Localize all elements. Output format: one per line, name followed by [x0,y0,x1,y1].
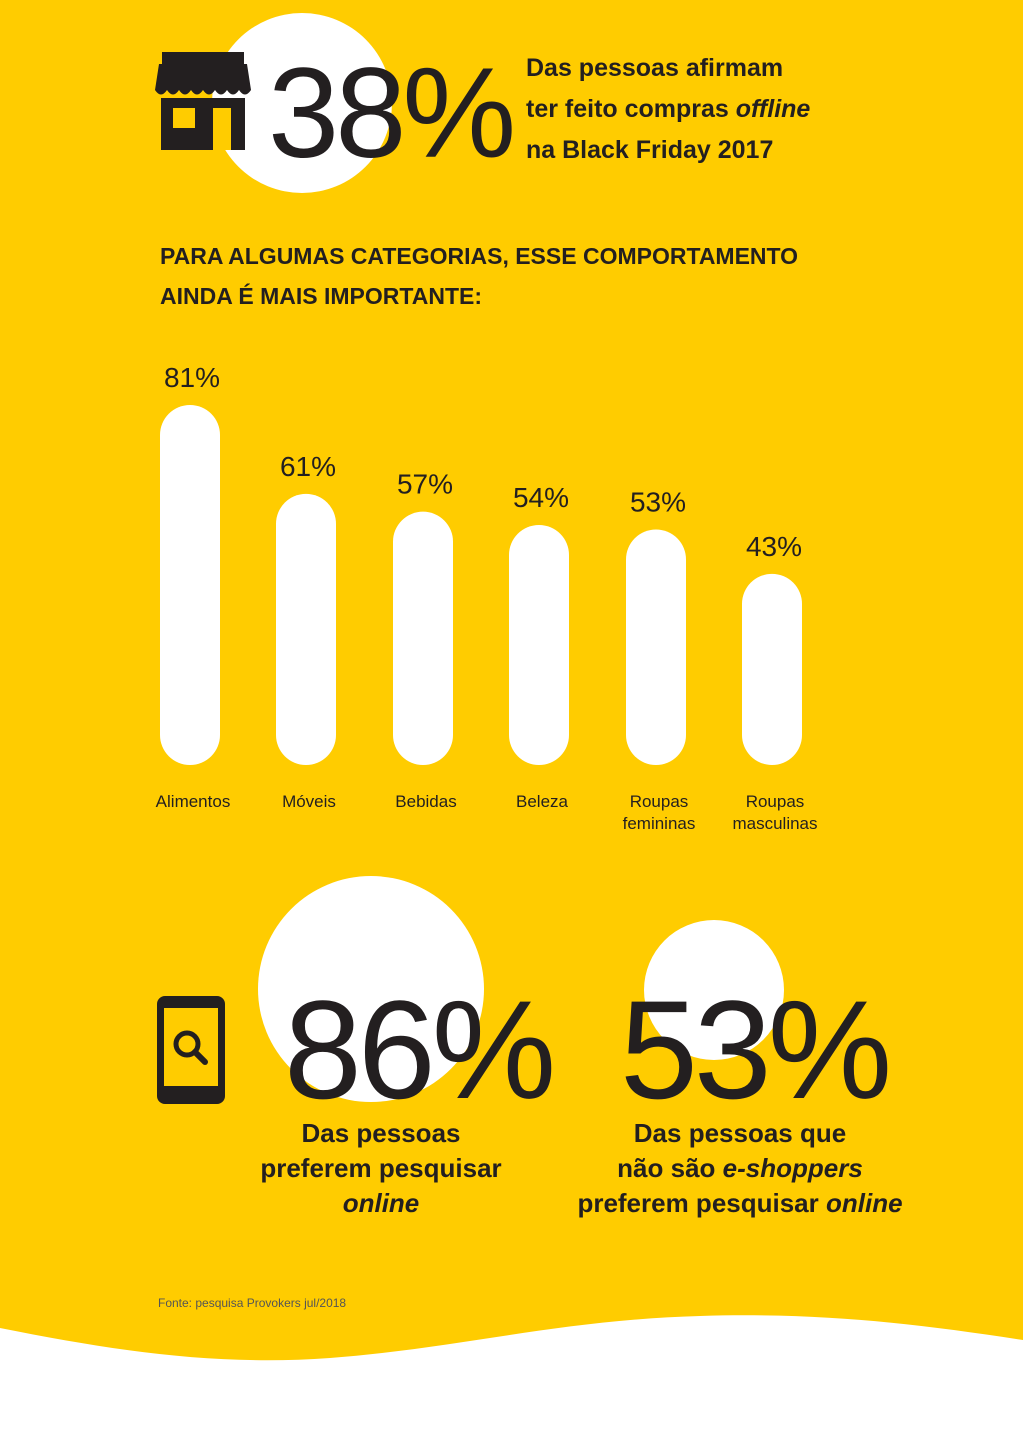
left-stat-segment: Das pessoas [301,1118,461,1148]
left-stat-line-3: online [240,1186,522,1221]
section-heading: PARA ALGUMAS CATEGORIAS, ESSE COMPORTAME… [160,236,860,316]
right-stat-segment: e-shoppers [722,1153,863,1183]
phone-search-icon [157,996,225,1104]
category-label-4-1: femininas [623,814,696,833]
top-stat-line-2: ter feito compras offline [526,89,810,130]
top-stat-segment: na Black Friday 2017 [526,136,774,164]
value-label-5: 43% [746,531,802,562]
top-stat-description: Das pessoas afirmam ter feito compras off… [526,48,810,171]
bar-4 [626,529,686,765]
top-stat-value: 38% [268,42,516,185]
bar-2 [393,511,453,765]
right-stat-segment: preferem pesquisar [577,1188,826,1218]
left-stat-line-1: Das pessoas [240,1116,522,1151]
storefront-icon [155,52,251,150]
heading-line-2: AINDA É MAIS IMPORTANTE: [160,283,482,309]
category-label-1-0: Móveis [282,792,336,811]
bar-3 [509,525,569,765]
bar-5 [742,573,802,765]
top-stat-segment: offline [735,95,811,123]
value-label-0: 81% [164,362,220,393]
bar-1 [276,493,336,765]
right-stat-line-1: Das pessoas que [560,1116,920,1151]
right-stat-circle [644,920,784,1060]
left-stat-circle [258,876,484,1102]
value-label-1: 61% [280,451,336,482]
top-stat-line-3: na Black Friday 2017 [526,130,810,171]
top-stat-segment: ter feito compras [526,95,736,123]
value-label-4: 53% [630,486,686,517]
right-stat-line-2: não são e-shoppers [560,1151,920,1186]
category-label-5-1: masculinas [732,814,817,833]
right-stat-line-3: preferem pesquisar online [560,1186,920,1221]
top-stat-segment: Das pessoas afirmam [526,54,784,82]
category-label-5-0: Roupas [746,792,805,811]
category-label-4-0: Roupas [630,792,689,811]
category-label-2-0: Bebidas [395,792,456,811]
right-stat-segment: Das pessoas que [633,1118,847,1148]
left-stat-segment: preferem pesquisar [260,1153,502,1183]
right-stat-segment: online [826,1188,903,1218]
source-note: Fonte: pesquisa Provokers jul/2018 [158,1296,347,1310]
left-stat-value: 86% [284,971,556,1128]
bar-0 [160,405,220,765]
category-label-0-0: Alimentos [156,792,231,811]
right-stat-description: Das pessoas que não são e-shoppers prefere… [560,1116,920,1221]
left-stat-segment: online [342,1188,420,1218]
category-bar-chart: 81% Alimentos 61% Móveis 57% Bebidas 54% Beleza… [156,362,818,833]
right-stat-segment: não são [617,1153,723,1183]
heading-line-1: PARA ALGUMAS CATEGORIAS, ESSE COMPORTAME… [160,243,799,269]
left-stat-line-2: preferem pesquisar [240,1151,522,1186]
value-label-2: 57% [397,469,453,500]
right-stat-value: 53% [620,971,892,1128]
category-label-3-0: Beleza [516,792,569,811]
top-stat-line-1: Das pessoas afirmam [526,48,810,89]
left-stat-description: Das pessoas preferem pesquisar online [240,1116,522,1221]
value-label-3: 54% [513,482,569,513]
